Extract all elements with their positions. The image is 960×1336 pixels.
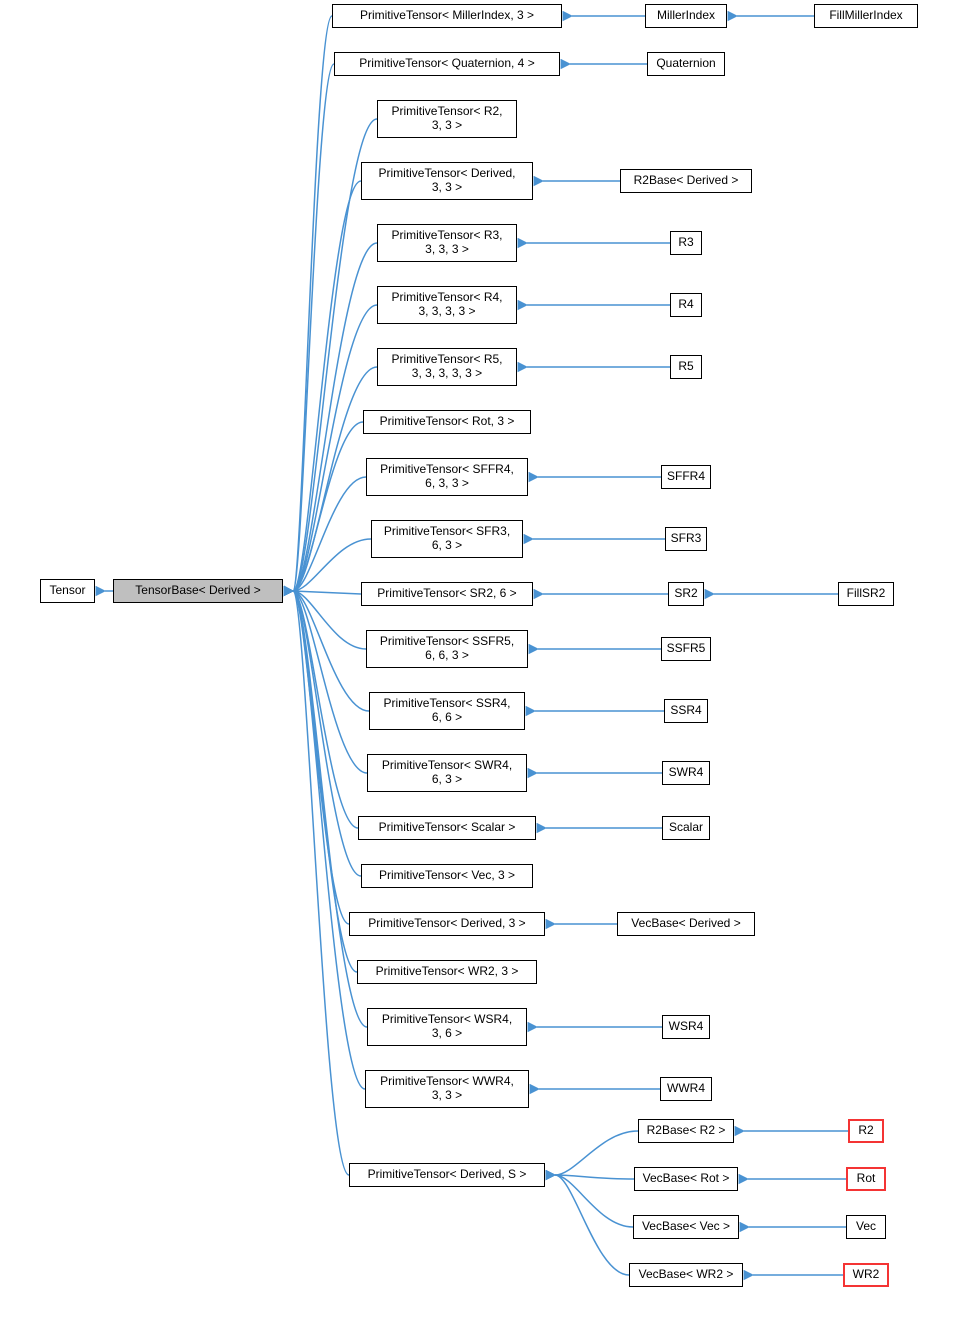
node-p_swr4[interactable]: PrimitiveTensor< SWR4, 6, 3 > bbox=[367, 754, 527, 792]
node-ssfr5[interactable]: SSFR5 bbox=[661, 637, 711, 661]
node-miller[interactable]: MillerIndex bbox=[645, 4, 727, 28]
node-vecbase_rot[interactable]: VecBase< Rot > bbox=[634, 1167, 738, 1191]
edge-p_swr4-to-tensorbase bbox=[293, 591, 367, 773]
edge-vecbase_wr2-to-p_derivedS bbox=[555, 1175, 629, 1275]
node-tensor[interactable]: Tensor bbox=[40, 579, 95, 603]
node-sffr4[interactable]: SFFR4 bbox=[661, 465, 711, 489]
edge-p_ssr4-to-tensorbase bbox=[293, 591, 369, 711]
node-p_sr2[interactable]: PrimitiveTensor< SR2, 6 > bbox=[361, 582, 533, 606]
edge-p_wsr4-to-tensorbase bbox=[293, 591, 367, 1027]
node-p_wsr4[interactable]: PrimitiveTensor< WSR4, 3, 6 > bbox=[367, 1008, 527, 1046]
node-swr4[interactable]: SWR4 bbox=[662, 761, 710, 785]
node-p_wwr4[interactable]: PrimitiveTensor< WWR4, 3, 3 > bbox=[365, 1070, 529, 1108]
node-r4[interactable]: R4 bbox=[670, 293, 702, 317]
edge-p_wr2-to-tensorbase bbox=[293, 591, 357, 972]
node-vec[interactable]: Vec bbox=[846, 1215, 886, 1239]
node-r2base_r2[interactable]: R2Base< R2 > bbox=[638, 1119, 734, 1143]
edge-p_sfr3-to-tensorbase bbox=[293, 539, 371, 591]
node-sr2[interactable]: SR2 bbox=[668, 582, 704, 606]
node-ssr4[interactable]: SSR4 bbox=[664, 699, 708, 723]
edge-p_derivedS-to-tensorbase bbox=[293, 591, 349, 1175]
node-scalar[interactable]: Scalar bbox=[662, 816, 710, 840]
node-p_scalar[interactable]: PrimitiveTensor< Scalar > bbox=[358, 816, 536, 840]
edge-vecbase_rot-to-p_derivedS bbox=[555, 1175, 634, 1179]
edge-p_derived33-to-tensorbase bbox=[293, 181, 361, 591]
node-p_derived3[interactable]: PrimitiveTensor< Derived, 3 > bbox=[349, 912, 545, 936]
edge-p_wwr4-to-tensorbase bbox=[293, 591, 365, 1089]
node-p_wr2[interactable]: PrimitiveTensor< WR2, 3 > bbox=[357, 960, 537, 984]
node-p_r2[interactable]: PrimitiveTensor< R2, 3, 3 > bbox=[377, 100, 517, 138]
node-tensorbase[interactable]: TensorBase< Derived > bbox=[113, 579, 283, 603]
node-fillsr2[interactable]: FillSR2 bbox=[838, 582, 894, 606]
edge-p_ssfr5-to-tensorbase bbox=[293, 591, 366, 649]
node-fillmiller[interactable]: FillMillerIndex bbox=[814, 4, 918, 28]
edge-p_quat-to-tensorbase bbox=[293, 64, 334, 591]
node-r2[interactable]: R2 bbox=[848, 1119, 884, 1143]
edge-p_derived3-to-tensorbase bbox=[293, 591, 349, 924]
edge-p_sr2-to-tensorbase bbox=[293, 591, 361, 594]
node-vecbase_wr2[interactable]: VecBase< WR2 > bbox=[629, 1263, 743, 1287]
edge-p_miller-to-tensorbase bbox=[293, 16, 332, 591]
node-p_derivedS[interactable]: PrimitiveTensor< Derived, S > bbox=[349, 1163, 545, 1187]
node-p_ssfr5[interactable]: PrimitiveTensor< SSFR5, 6, 6, 3 > bbox=[366, 630, 528, 668]
node-sfr3[interactable]: SFR3 bbox=[665, 527, 707, 551]
node-p_sfr3[interactable]: PrimitiveTensor< SFR3, 6, 3 > bbox=[371, 520, 523, 558]
edge-p_sffr4-to-tensorbase bbox=[293, 477, 366, 591]
node-r2base_der[interactable]: R2Base< Derived > bbox=[620, 169, 752, 193]
node-p_r4[interactable]: PrimitiveTensor< R4, 3, 3, 3, 3 > bbox=[377, 286, 517, 324]
node-p_miller[interactable]: PrimitiveTensor< MillerIndex, 3 > bbox=[332, 4, 562, 28]
node-r3[interactable]: R3 bbox=[670, 231, 702, 255]
node-r5[interactable]: R5 bbox=[670, 355, 702, 379]
diagram-canvas: Tensor TensorBase< Derived > PrimitiveTens… bbox=[0, 0, 960, 1336]
edge-p_scalar-to-tensorbase bbox=[293, 591, 358, 828]
node-rot[interactable]: Rot bbox=[846, 1167, 886, 1191]
edge-vecbase_vec-to-p_derivedS bbox=[555, 1175, 633, 1227]
node-wsr4[interactable]: WSR4 bbox=[662, 1015, 710, 1039]
edge-p_r5-to-tensorbase bbox=[293, 367, 377, 591]
edge-r2base_r2-to-p_derivedS bbox=[555, 1131, 638, 1175]
edge-layer bbox=[0, 0, 960, 1336]
node-p_sffr4[interactable]: PrimitiveTensor< SFFR4, 6, 3, 3 > bbox=[366, 458, 528, 496]
node-wwr4[interactable]: WWR4 bbox=[660, 1077, 712, 1101]
node-p_quat[interactable]: PrimitiveTensor< Quaternion, 4 > bbox=[334, 52, 560, 76]
edge-p_rot-to-tensorbase bbox=[293, 422, 363, 591]
node-p_derived33[interactable]: PrimitiveTensor< Derived, 3, 3 > bbox=[361, 162, 533, 200]
edge-p_vec-to-tensorbase bbox=[293, 591, 361, 876]
node-vecbase_der[interactable]: VecBase< Derived > bbox=[617, 912, 755, 936]
node-p_ssr4[interactable]: PrimitiveTensor< SSR4, 6, 6 > bbox=[369, 692, 525, 730]
node-quat[interactable]: Quaternion bbox=[647, 52, 725, 76]
node-wr2[interactable]: WR2 bbox=[843, 1263, 889, 1287]
node-p_r3[interactable]: PrimitiveTensor< R3, 3, 3, 3 > bbox=[377, 224, 517, 262]
node-p_rot[interactable]: PrimitiveTensor< Rot, 3 > bbox=[363, 410, 531, 434]
node-p_r5[interactable]: PrimitiveTensor< R5, 3, 3, 3, 3, 3 > bbox=[377, 348, 517, 386]
node-p_vec[interactable]: PrimitiveTensor< Vec, 3 > bbox=[361, 864, 533, 888]
edge-p_r4-to-tensorbase bbox=[293, 305, 377, 591]
node-vecbase_vec[interactable]: VecBase< Vec > bbox=[633, 1215, 739, 1239]
